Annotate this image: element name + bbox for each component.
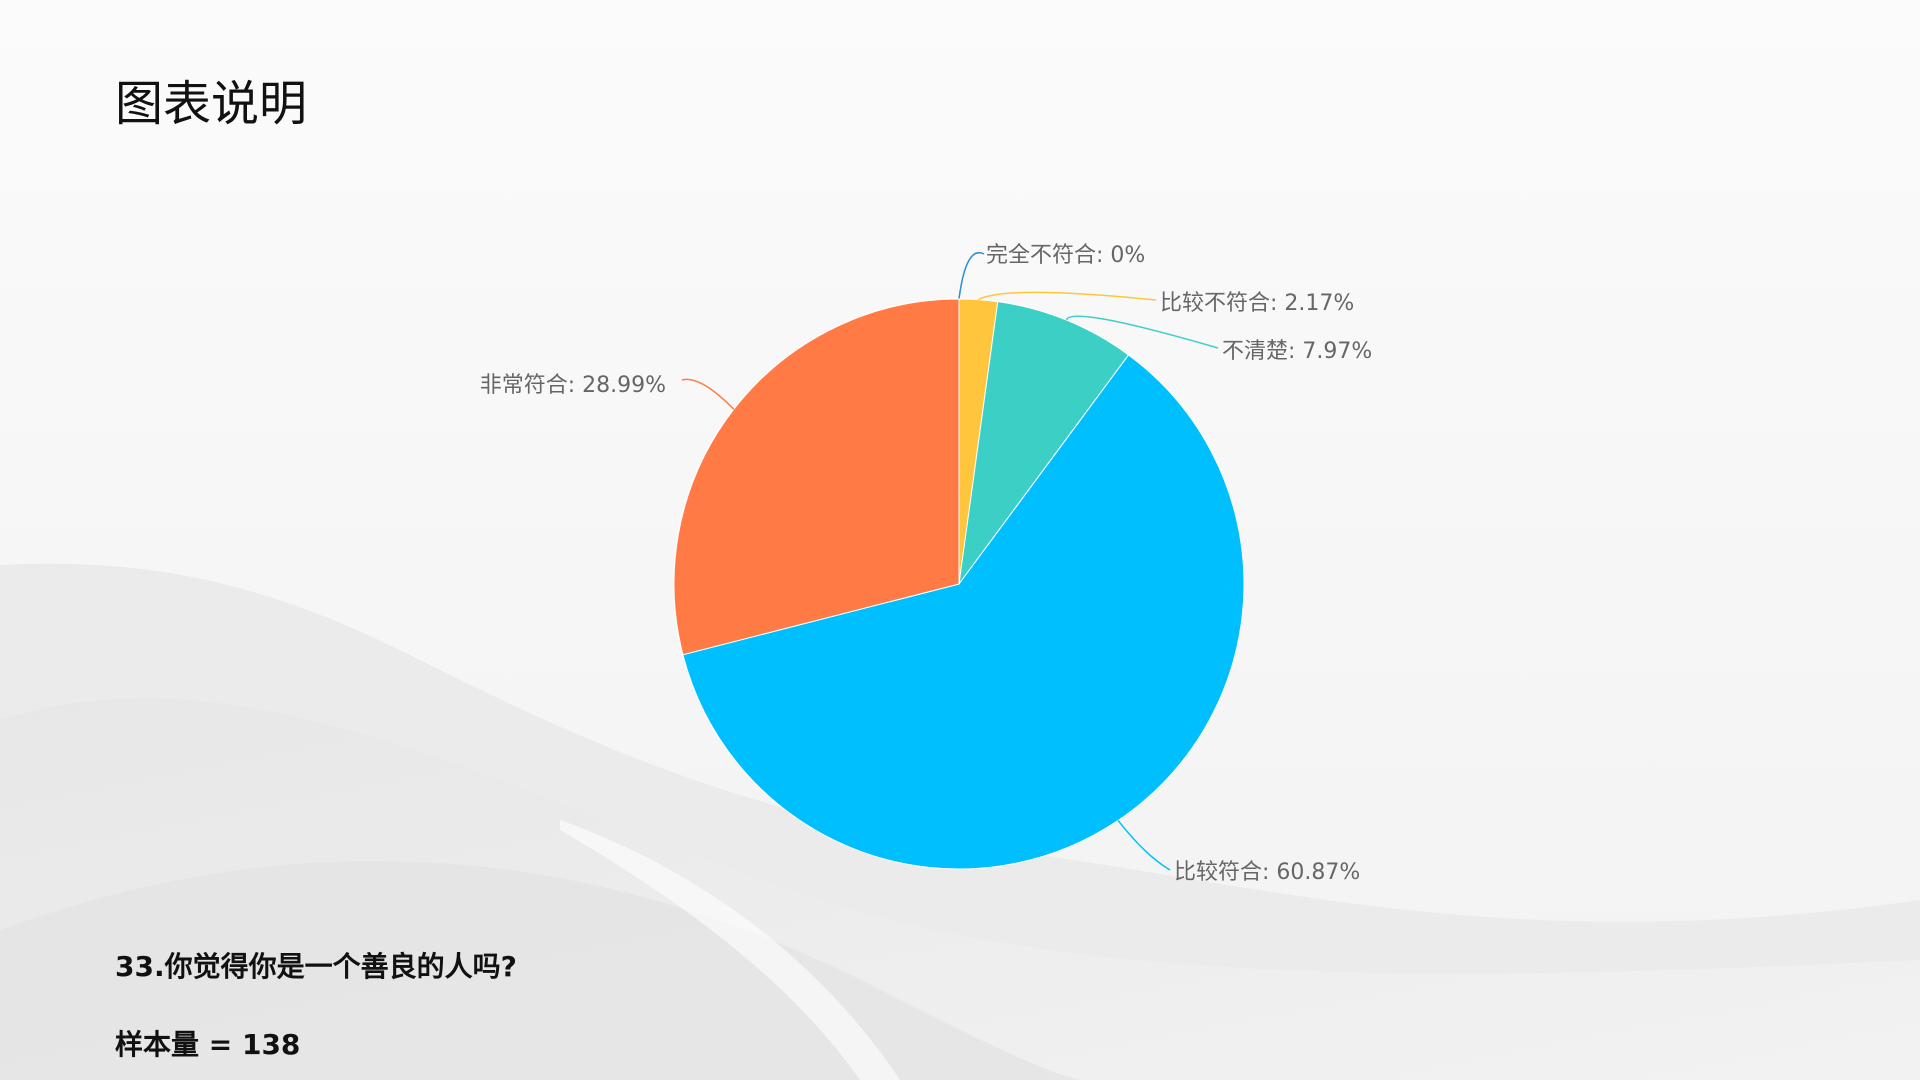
page-title: 图表说明: [115, 76, 308, 132]
leader-line-3: [1065, 315, 1219, 349]
leader-line-5: [681, 378, 735, 410]
slice-label-5: 非常符合: 28.99%: [480, 373, 666, 398]
leader-line-1: [958, 252, 985, 300]
slice-label-3: 不清楚: 7.97%: [1222, 339, 1372, 364]
slice-label-2: 比较不符合: 2.17%: [1160, 291, 1354, 316]
leader-line-4: [1117, 820, 1171, 871]
pie-slice-3: [958, 301, 1130, 585]
slice-label-4: 比较符合: 60.87%: [1174, 860, 1360, 885]
leader-line-2: [978, 291, 1157, 301]
pie-slice-5: [673, 298, 960, 656]
question-text: 33.你觉得你是一个善良的人吗?: [115, 950, 517, 983]
slice-label-1: 完全不符合: 0%: [986, 243, 1145, 268]
sample-size: 样本量 = 138: [115, 1028, 301, 1061]
